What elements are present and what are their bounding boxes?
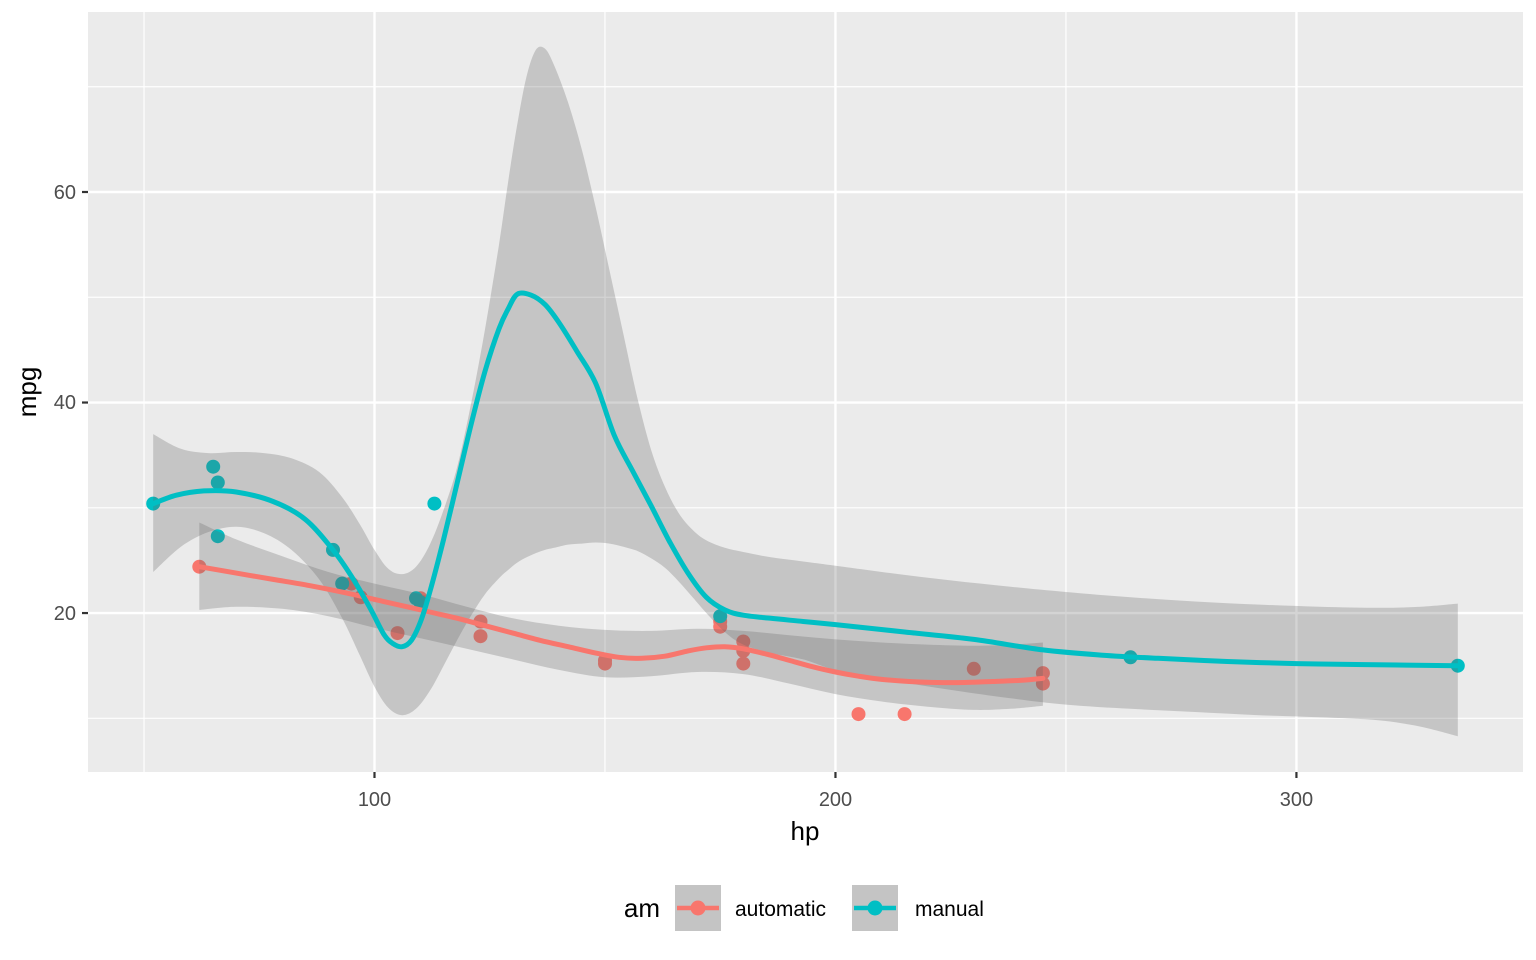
legend-label-manual: manual bbox=[915, 898, 984, 921]
legend-title: am bbox=[624, 893, 660, 923]
x-axis-title: hp bbox=[791, 816, 820, 846]
data-point-automatic bbox=[851, 707, 866, 722]
smooth-line-manual bbox=[150, 290, 1461, 669]
major-gridlines bbox=[88, 12, 1523, 772]
x-tick-label-100: 100 bbox=[358, 789, 391, 811]
data-point-manual bbox=[427, 496, 442, 511]
confidence-ribbon-automatic bbox=[199, 522, 1043, 710]
x-tick-label-300: 300 bbox=[1280, 789, 1313, 811]
y-tick-label-20: 20 bbox=[54, 603, 76, 625]
data-point-manual bbox=[335, 576, 350, 591]
data-point-automatic bbox=[390, 626, 405, 641]
legend-label-automatic: automatic bbox=[735, 898, 826, 921]
x-tick-label-200: 200 bbox=[819, 789, 852, 811]
data-point-manual bbox=[713, 609, 728, 624]
data-point-automatic bbox=[966, 661, 981, 676]
minor-gridlines bbox=[88, 12, 1523, 772]
legend-key-manual bbox=[852, 885, 898, 931]
data-point-automatic bbox=[736, 634, 751, 649]
data-point-automatic bbox=[897, 707, 912, 722]
axis-tick-marks bbox=[82, 190, 1298, 778]
data-point-manual bbox=[210, 475, 225, 490]
panel-background bbox=[88, 12, 1523, 772]
data-point-manual bbox=[210, 529, 225, 544]
y-axis-title: mpg bbox=[12, 367, 42, 418]
data-point-automatic bbox=[598, 656, 612, 671]
confidence-ribbon-manual bbox=[153, 46, 1458, 737]
plot-layers bbox=[146, 46, 1465, 737]
data-point-manual bbox=[206, 459, 221, 474]
y-tick-label-40: 40 bbox=[54, 392, 76, 414]
data-points-manual bbox=[146, 459, 1465, 673]
data-point-manual bbox=[409, 591, 423, 606]
smooth-line-automatic bbox=[196, 564, 1046, 686]
data-point-automatic bbox=[473, 629, 488, 644]
legend-key-automatic bbox=[675, 885, 721, 931]
y-tick-label-60: 60 bbox=[54, 182, 76, 204]
legend: am automatic manual bbox=[624, 885, 984, 931]
data-point-automatic bbox=[736, 656, 751, 671]
